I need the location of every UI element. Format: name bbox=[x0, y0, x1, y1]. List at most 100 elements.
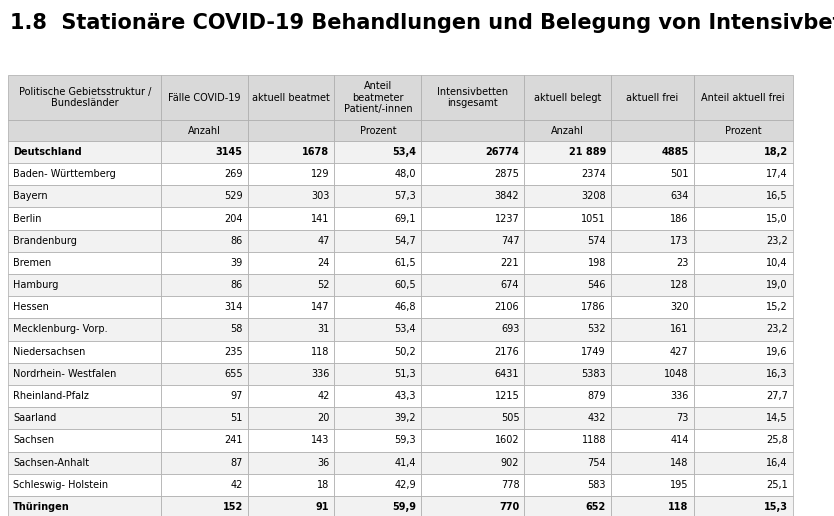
Bar bbox=[161, 185, 248, 207]
Bar bbox=[421, 274, 525, 296]
Bar bbox=[161, 252, 248, 274]
Text: 18,2: 18,2 bbox=[764, 147, 787, 157]
Text: Saarland: Saarland bbox=[13, 413, 57, 423]
Text: 51: 51 bbox=[230, 413, 243, 423]
Text: Anteil aktuell frei: Anteil aktuell frei bbox=[701, 92, 785, 103]
Text: 1237: 1237 bbox=[495, 214, 520, 223]
Bar bbox=[161, 363, 248, 385]
Text: 59,9: 59,9 bbox=[392, 502, 416, 512]
Text: 1051: 1051 bbox=[581, 214, 606, 223]
Bar bbox=[8, 341, 161, 363]
Bar bbox=[161, 163, 248, 185]
Text: Sachsen: Sachsen bbox=[13, 436, 54, 445]
Bar bbox=[694, 274, 792, 296]
Bar bbox=[248, 120, 334, 141]
Bar bbox=[525, 163, 611, 185]
Bar bbox=[8, 274, 161, 296]
Text: aktuell beatmet: aktuell beatmet bbox=[252, 92, 330, 103]
Bar bbox=[421, 474, 525, 496]
Text: 195: 195 bbox=[671, 480, 689, 490]
Bar bbox=[8, 452, 161, 474]
Text: Schleswig- Holstein: Schleswig- Holstein bbox=[13, 480, 108, 490]
Bar bbox=[611, 75, 694, 120]
Text: 336: 336 bbox=[311, 369, 329, 379]
Bar bbox=[611, 341, 694, 363]
Text: 60,5: 60,5 bbox=[394, 280, 416, 290]
Bar bbox=[334, 141, 421, 163]
Text: 18: 18 bbox=[317, 480, 329, 490]
Text: 15,2: 15,2 bbox=[766, 302, 787, 312]
Bar bbox=[161, 120, 248, 141]
Text: 173: 173 bbox=[671, 236, 689, 246]
Bar bbox=[161, 341, 248, 363]
Bar bbox=[421, 141, 525, 163]
Text: 39,2: 39,2 bbox=[394, 413, 416, 423]
Text: 59,3: 59,3 bbox=[394, 436, 416, 445]
Bar bbox=[248, 75, 334, 120]
Bar bbox=[694, 296, 792, 318]
Text: aktuell frei: aktuell frei bbox=[626, 92, 679, 103]
Text: 52: 52 bbox=[317, 280, 329, 290]
Bar bbox=[611, 252, 694, 274]
Bar bbox=[161, 230, 248, 252]
Bar bbox=[248, 341, 334, 363]
Text: 46,8: 46,8 bbox=[394, 302, 416, 312]
Bar bbox=[525, 141, 611, 163]
Text: 25,1: 25,1 bbox=[766, 480, 787, 490]
Bar bbox=[694, 474, 792, 496]
Bar bbox=[611, 230, 694, 252]
Text: 23,2: 23,2 bbox=[766, 325, 787, 334]
Text: 42,9: 42,9 bbox=[394, 480, 416, 490]
Bar bbox=[421, 452, 525, 474]
Text: 336: 336 bbox=[671, 391, 689, 401]
Bar bbox=[421, 318, 525, 341]
Bar bbox=[334, 496, 421, 516]
Text: Thüringen: Thüringen bbox=[13, 502, 70, 512]
Bar bbox=[694, 407, 792, 429]
Text: 432: 432 bbox=[588, 413, 606, 423]
Bar bbox=[525, 363, 611, 385]
Text: 97: 97 bbox=[230, 391, 243, 401]
Bar bbox=[694, 141, 792, 163]
Bar bbox=[611, 385, 694, 407]
Bar bbox=[525, 341, 611, 363]
Text: 546: 546 bbox=[588, 280, 606, 290]
Bar bbox=[525, 230, 611, 252]
Text: 3208: 3208 bbox=[581, 191, 606, 201]
Text: 19,0: 19,0 bbox=[766, 280, 787, 290]
Text: 6431: 6431 bbox=[495, 369, 520, 379]
Text: 241: 241 bbox=[224, 436, 243, 445]
Text: 50,2: 50,2 bbox=[394, 347, 416, 357]
Text: 427: 427 bbox=[670, 347, 689, 357]
Bar bbox=[161, 207, 248, 230]
Text: 118: 118 bbox=[311, 347, 329, 357]
Text: 143: 143 bbox=[311, 436, 329, 445]
Text: 3842: 3842 bbox=[495, 191, 520, 201]
Bar bbox=[525, 452, 611, 474]
Bar bbox=[8, 185, 161, 207]
Bar bbox=[421, 163, 525, 185]
Bar bbox=[611, 318, 694, 341]
Bar bbox=[248, 385, 334, 407]
Text: 747: 747 bbox=[500, 236, 520, 246]
Text: Deutschland: Deutschland bbox=[13, 147, 82, 157]
Bar bbox=[421, 252, 525, 274]
Text: Fälle COVID-19: Fälle COVID-19 bbox=[168, 92, 241, 103]
Text: 19,6: 19,6 bbox=[766, 347, 787, 357]
Bar bbox=[694, 318, 792, 341]
Bar bbox=[421, 407, 525, 429]
Text: 27,7: 27,7 bbox=[766, 391, 787, 401]
Bar bbox=[8, 296, 161, 318]
Bar bbox=[8, 120, 161, 141]
Text: 152: 152 bbox=[223, 502, 243, 512]
Bar bbox=[161, 407, 248, 429]
Text: 269: 269 bbox=[224, 169, 243, 179]
Text: 36: 36 bbox=[317, 458, 329, 467]
Bar bbox=[611, 452, 694, 474]
Text: 148: 148 bbox=[671, 458, 689, 467]
Text: 198: 198 bbox=[588, 258, 606, 268]
Text: 39: 39 bbox=[230, 258, 243, 268]
Text: 2875: 2875 bbox=[495, 169, 520, 179]
Bar bbox=[611, 120, 694, 141]
Text: 57,3: 57,3 bbox=[394, 191, 416, 201]
